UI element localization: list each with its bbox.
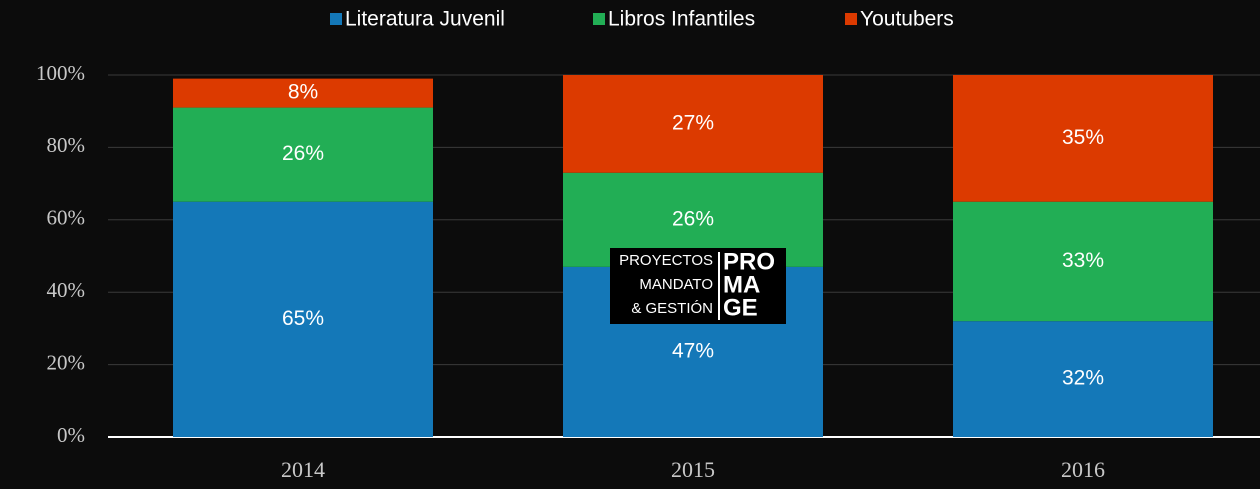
data-label: 47% [672,339,714,362]
data-label: 27% [672,111,714,134]
y-tick-label: 40% [47,278,86,302]
watermark-text: & GESTIÓN [631,300,713,317]
legend-label: Literatura Juvenil [345,8,505,31]
bar-segment [173,78,433,108]
data-label: 26% [672,207,714,230]
y-tick-label: 80% [47,133,86,157]
y-tick-label: 60% [47,206,86,230]
watermark-logo: GE [723,294,758,321]
x-tick-label: 2014 [281,457,325,482]
legend-label: Libros Infantiles [608,8,755,31]
data-label: 33% [1062,249,1104,272]
data-label: 35% [1062,126,1104,149]
bar-segment [953,201,1213,322]
x-tick-label: 2015 [671,457,715,482]
x-tick-label: 2016 [1061,457,1105,482]
bar-segment [173,107,433,202]
legend-swatch [330,13,342,25]
watermark-logo: MA [723,271,760,298]
y-tick-label: 100% [36,61,85,85]
bar-segment [563,75,823,173]
watermark-bg [610,248,786,324]
data-label: 8% [288,81,318,104]
data-label: 32% [1062,367,1104,390]
data-label: 26% [282,142,324,165]
watermark-text: MANDATO [639,276,713,293]
y-tick-label: 0% [57,423,85,447]
bar-segment [173,201,433,437]
legend-swatch [593,13,605,25]
data-label: 65% [282,307,324,330]
bar-segment [953,75,1213,202]
watermark-logo: PRO [723,248,775,275]
watermark-text: PROYECTOS [619,252,713,269]
y-tick-label: 20% [47,350,86,374]
legend-swatch [845,13,857,25]
bar-segment [953,321,1213,437]
legend-label: Youtubers [860,8,954,31]
